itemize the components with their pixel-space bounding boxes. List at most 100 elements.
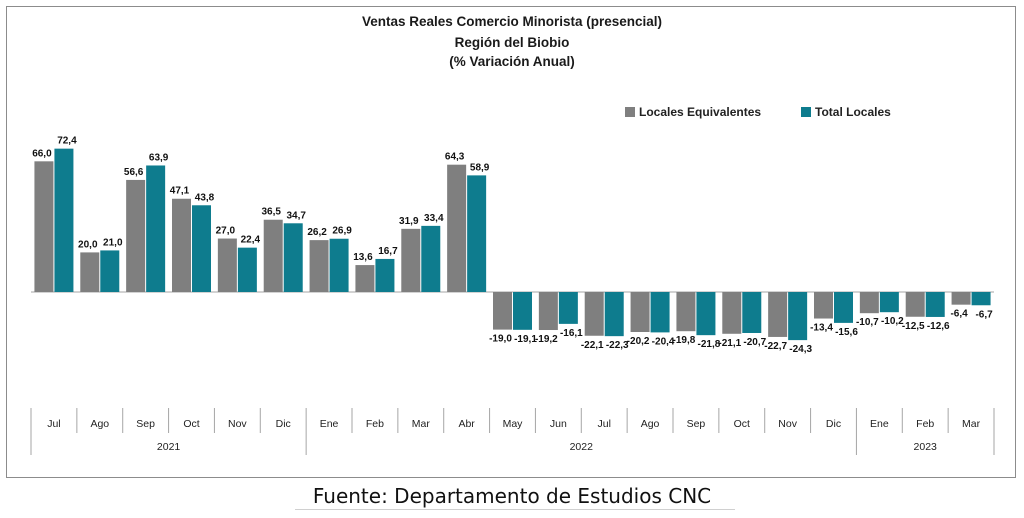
x-tick-label: May (503, 418, 524, 430)
bar-locales-equivalentes (951, 292, 971, 305)
data-label-locales-equivalentes: 26,2 (307, 227, 327, 238)
x-tick-label: Ago (90, 418, 109, 430)
chart-subtitle-units: (% Variación Anual) (449, 54, 575, 69)
data-label-total-locales: 16,7 (378, 246, 398, 257)
data-label-locales-equivalentes: -19,0 (489, 334, 512, 345)
x-tick-label: Dic (826, 418, 841, 430)
data-label-total-locales: 22,4 (241, 235, 261, 246)
data-label-locales-equivalentes: -19,2 (535, 334, 558, 345)
bar-total-locales (742, 292, 762, 333)
x-tick-label: Mar (962, 418, 981, 430)
source-divider (295, 509, 735, 510)
x-tick-label: Feb (916, 418, 934, 430)
source-note: Fuente: Departamento de Estudios CNC (312, 484, 712, 508)
data-label-total-locales: -12,6 (927, 321, 950, 332)
data-label-total-locales: -19,1 (514, 334, 537, 345)
data-label-locales-equivalentes: -20,2 (627, 336, 650, 347)
bar-locales-equivalentes (814, 292, 833, 319)
bar-total-locales (971, 292, 991, 306)
bar-locales-equivalentes (401, 228, 421, 292)
data-label-total-locales: 72,4 (57, 136, 77, 147)
bar-total-locales (788, 292, 808, 341)
bar-total-locales (375, 258, 395, 292)
data-label-total-locales: 33,4 (424, 213, 444, 224)
data-label-locales-equivalentes: 64,3 (445, 152, 465, 163)
bar-total-locales (558, 292, 578, 324)
bar-total-locales (54, 148, 74, 292)
data-label-locales-equivalentes: 56,6 (124, 167, 144, 178)
bar-locales-equivalentes (905, 292, 925, 317)
bar-locales-equivalentes (34, 161, 54, 292)
data-label-locales-equivalentes: -22,1 (581, 340, 604, 351)
x-tick-label: Jun (550, 418, 567, 430)
year-group-label: 2023 (914, 441, 938, 453)
data-label-total-locales: 63,9 (149, 152, 169, 163)
bar-total-locales (696, 292, 716, 336)
bar-total-locales (421, 225, 441, 292)
data-label-total-locales: 43,8 (195, 192, 215, 203)
legend-item-total-locales: Total Locales (801, 105, 891, 119)
x-tick-label: Feb (366, 418, 384, 430)
data-label-total-locales: -6,7 (975, 309, 993, 320)
bar-locales-equivalentes (355, 265, 375, 292)
bar-total-locales (283, 223, 303, 292)
data-label-total-locales: -20,4 (652, 336, 675, 347)
year-group-label: 2022 (570, 441, 594, 453)
bar-locales-equivalentes (768, 292, 788, 337)
data-label-total-locales: 26,9 (332, 226, 352, 237)
legend-swatch-locales-equivalentes (625, 107, 635, 117)
x-tick-label: Nov (228, 418, 247, 430)
x-tick-label: Ene (870, 418, 889, 430)
x-tick-label: Dic (276, 418, 291, 430)
year-group-label: 2021 (157, 441, 181, 453)
x-tick-label: Nov (778, 418, 797, 430)
bar-total-locales (192, 205, 211, 292)
data-label-total-locales: 58,9 (470, 162, 490, 173)
data-label-locales-equivalentes: 47,1 (170, 186, 190, 197)
bar-locales-equivalentes (538, 292, 558, 331)
chart-title: Ventas Reales Comercio Minorista (presen… (361, 14, 663, 29)
data-label-total-locales: -10,2 (881, 316, 904, 327)
bar-locales-equivalentes (630, 292, 650, 332)
bar-total-locales (467, 175, 487, 292)
legend-swatch-total-locales (801, 107, 811, 117)
x-tick-label: Sep (687, 418, 706, 430)
data-label-locales-equivalentes: -21,1 (718, 338, 741, 349)
x-tick-label: Oct (183, 418, 199, 430)
bar-total-locales (237, 247, 257, 292)
x-tick-label: Oct (734, 418, 750, 430)
data-label-total-locales: -22,3 (606, 340, 629, 351)
x-tick-label: Abr (458, 418, 475, 430)
bar-locales-equivalentes (263, 219, 283, 292)
data-label-locales-equivalentes: -22,7 (764, 341, 787, 352)
data-label-locales-equivalentes: 36,5 (261, 207, 281, 218)
x-tick-label: Ene (320, 418, 339, 430)
bar-total-locales (146, 165, 166, 292)
x-tick-label: Jul (597, 418, 610, 430)
bar-total-locales (329, 238, 349, 292)
data-label-locales-equivalentes: -6,4 (950, 309, 968, 320)
data-label-total-locales: -16,1 (560, 328, 583, 339)
x-tick-label: Sep (136, 418, 155, 430)
chart-subtitle-region: Región del Biobio (454, 35, 570, 50)
bar-total-locales (604, 292, 624, 337)
data-label-locales-equivalentes: -12,5 (902, 321, 925, 332)
data-label-total-locales: 34,7 (286, 210, 306, 221)
bar-locales-equivalentes (493, 292, 512, 330)
x-tick-label: Mar (412, 418, 431, 430)
data-label-locales-equivalentes: 66,0 (32, 148, 52, 159)
data-label-total-locales: -21,8 (698, 339, 721, 350)
data-label-locales-equivalentes: -13,4 (810, 323, 833, 334)
bar-locales-equivalentes (80, 252, 100, 292)
data-label-locales-equivalentes: 27,0 (216, 226, 236, 237)
bar-total-locales (650, 292, 670, 333)
bar-locales-equivalentes (722, 292, 742, 334)
data-label-locales-equivalentes: 31,9 (399, 216, 419, 227)
bar-locales-equivalentes (217, 238, 237, 292)
bar-locales-equivalentes (859, 292, 879, 314)
legend-item-locales-equivalentes: Locales Equivalentes (625, 105, 761, 119)
bar-total-locales (834, 292, 853, 323)
data-label-locales-equivalentes: -10,7 (856, 317, 879, 328)
legend-label-locales-equivalentes: Locales Equivalentes (639, 105, 762, 119)
bar-total-locales (100, 250, 120, 292)
